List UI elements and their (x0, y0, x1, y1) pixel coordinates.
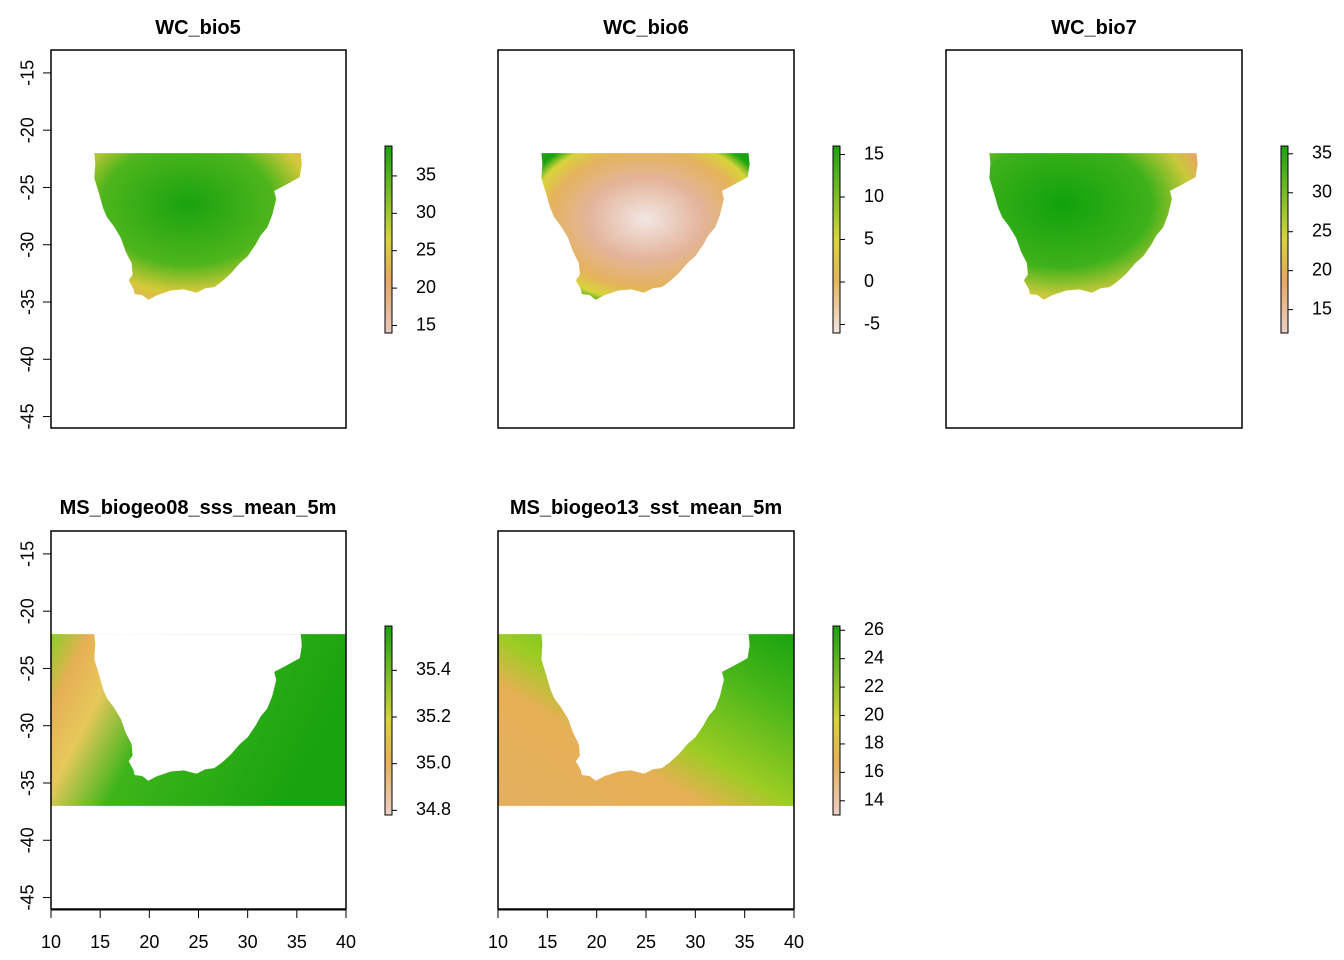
panel-title: WC_bio5 (155, 17, 241, 39)
x-tick-label: 40 (336, 932, 356, 952)
panel-title: WC_bio7 (1051, 17, 1137, 39)
x-tick-label: 15 (90, 932, 110, 952)
land-raster (541, 153, 750, 300)
x-tick-label: 35 (735, 932, 755, 952)
plot-frame (497, 530, 795, 910)
colorbar-tick-label: 35.4 (416, 659, 451, 679)
land-raster (94, 153, 302, 300)
panel-wc-bio5: WC_bio5 -15 -20 -25 -30 -35 -40 -45 15 20 25 30 35 (18, 17, 436, 430)
x-tick-label: 35 (287, 932, 307, 952)
plot-frame (945, 49, 1243, 429)
land-raster (989, 153, 1198, 300)
panel-title: MS_biogeo13_sst_mean_5m (510, 497, 782, 519)
colorbar-tick-label: 15 (416, 314, 436, 334)
colorbar-tick-label: 15 (1312, 298, 1332, 318)
colorbar-tick-label: 10 (864, 186, 884, 206)
y-tick-label: -25 (18, 174, 38, 200)
plot-frame (50, 530, 347, 910)
colorbar-tick-label: 15 (864, 143, 884, 163)
panel-wc-bio6: WC_bio6 -5 0 5 10 15 (497, 17, 884, 429)
colorbar-tick-label: 25 (416, 239, 436, 259)
panel-wc-bio7: WC_bio7 15 20 25 30 35 (945, 17, 1332, 429)
colorbar-tick-label: 25 (1312, 220, 1332, 240)
panel-ms-biogeo08-sss: MS_biogeo08_sss_mean_5m -15 -20 -25 -30 -35 -… (18, 497, 451, 952)
x-tick-label: 40 (784, 932, 804, 952)
colorbar (832, 145, 841, 334)
x-tick-label: 30 (685, 932, 705, 952)
x-tick-label: 15 (537, 932, 557, 952)
colorbar-tick-label: 35 (416, 165, 436, 185)
y-tick-label: -25 (18, 655, 38, 681)
colorbar-tick-label: -5 (864, 313, 880, 333)
y-tick-label: -30 (18, 713, 38, 739)
colorbar-tick-label: 20 (864, 704, 884, 724)
x-tick-label: 10 (488, 932, 508, 952)
land-mask (541, 634, 750, 781)
colorbar (1280, 145, 1289, 334)
y-tick-label: -45 (18, 885, 38, 911)
colorbar (384, 145, 393, 334)
x-tick-label: 25 (188, 932, 208, 952)
colorbar (384, 625, 393, 816)
plot-frame (497, 49, 795, 429)
colorbar-tick-label: 5 (864, 228, 874, 248)
panel-title: MS_biogeo08_sss_mean_5m (60, 497, 337, 519)
plot-area (989, 153, 1198, 300)
plot-area (541, 153, 750, 300)
colorbar-tick-label: 30 (1312, 182, 1332, 202)
y-tick-label: -40 (18, 346, 38, 372)
y-tick-label: -40 (18, 827, 38, 853)
colorbar-tick-label: 35.0 (416, 752, 451, 772)
panel-ms-biogeo13-sst: MS_biogeo13_sst_mean_5m 10 15 20 25 30 35 40 14… (488, 497, 884, 952)
colorbar-tick-label: 14 (864, 790, 884, 810)
y-tick-label: -20 (18, 598, 38, 624)
colorbar-tick-label: 20 (416, 277, 436, 297)
colorbar-tick-label: 35.2 (416, 706, 451, 726)
plot-frame (50, 49, 347, 429)
x-tick-label: 10 (41, 932, 61, 952)
y-tick-label: -15 (18, 60, 38, 86)
land-mask (94, 634, 302, 781)
panel-title: WC_bio6 (603, 17, 689, 39)
colorbar-tick-label: 22 (864, 676, 884, 696)
colorbar-tick-label: 18 (864, 733, 884, 753)
y-tick-label: -30 (18, 232, 38, 258)
colorbar-tick-label: 30 (416, 202, 436, 222)
plot-area (94, 153, 302, 300)
colorbar-tick-label: 24 (864, 647, 884, 667)
x-tick-label: 30 (238, 932, 258, 952)
y-tick-label: -15 (18, 541, 38, 567)
plot-area (498, 634, 794, 806)
colorbar-tick-label: 20 (1312, 259, 1332, 279)
colorbar-tick-label: 34.8 (416, 799, 451, 819)
colorbar-tick-label: 35 (1312, 143, 1332, 163)
y-tick-label: -35 (18, 770, 38, 796)
colorbar (832, 625, 841, 816)
x-tick-label: 20 (587, 932, 607, 952)
colorbar-tick-label: 16 (864, 761, 884, 781)
colorbar-tick-label: 0 (864, 271, 874, 291)
y-tick-label: -20 (18, 117, 38, 143)
plot-area (51, 634, 346, 806)
y-tick-label: -45 (18, 404, 38, 430)
colorbar-tick-label: 26 (864, 619, 884, 639)
x-tick-label: 25 (636, 932, 656, 952)
x-tick-label: 20 (139, 932, 159, 952)
y-tick-label: -35 (18, 289, 38, 315)
